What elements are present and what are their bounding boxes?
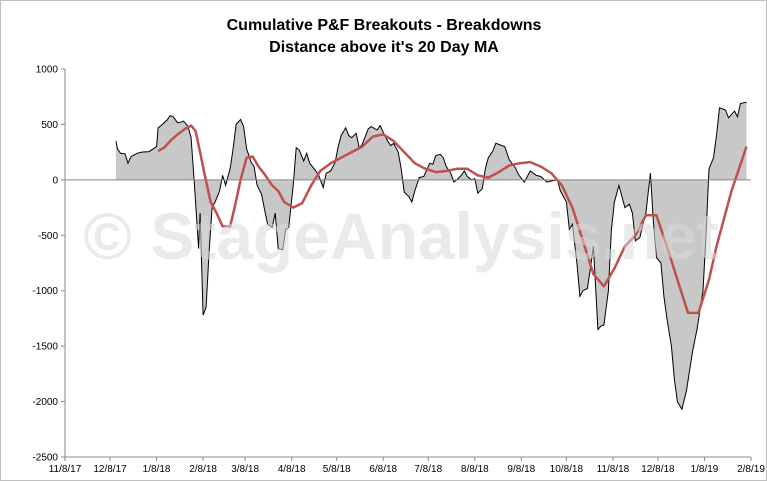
x-tick-label: 11/8/17 [49, 464, 82, 475]
x-tick-label: 12/8/17 [93, 464, 127, 475]
y-tick-label: 0 [52, 175, 58, 186]
x-tick-label: 5/8/18 [323, 464, 351, 475]
y-tick-label: -1000 [32, 286, 58, 297]
y-tick-label: -2000 [32, 397, 58, 408]
y-tick-label: 500 [41, 120, 58, 131]
watermark-text: © StageAnalysis.net [83, 199, 719, 273]
x-tick-label: 1/8/18 [143, 464, 171, 475]
x-tick-label: 8/8/18 [461, 464, 489, 475]
y-tick-label: 1000 [36, 65, 59, 76]
x-tick-label: 4/8/18 [278, 464, 306, 475]
x-tick-label: 9/8/18 [507, 464, 535, 475]
x-tick-label: 1/8/19 [691, 464, 719, 475]
ma-series-line [157, 124, 748, 315]
x-tick-label: 11/8/18 [597, 464, 630, 475]
x-tick-label: 3/8/18 [231, 464, 259, 475]
x-tick-label: 12/8/18 [641, 464, 675, 475]
y-tick-label: -2500 [32, 453, 58, 464]
x-tick-label: 6/8/18 [369, 464, 397, 475]
x-tick-label: 2/8/18 [189, 464, 217, 475]
y-tick-label: -500 [38, 231, 58, 242]
x-tick-label: 2/8/19 [737, 464, 765, 475]
x-tick-label: 10/8/18 [550, 464, 584, 475]
x-tick-label: 7/8/18 [414, 464, 442, 475]
chart-title: Cumulative P&F Breakouts - Breakdowns [227, 17, 542, 34]
chart-subtitle: Distance above it's 20 Day MA [269, 39, 499, 56]
y-tick-label: -1500 [32, 342, 58, 353]
area-series-line [115, 101, 747, 411]
